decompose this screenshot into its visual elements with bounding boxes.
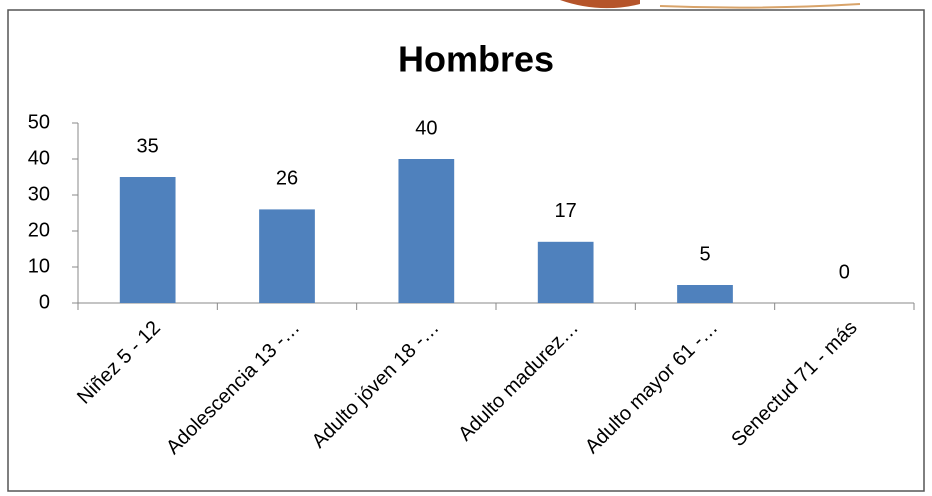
data-label: 17 [555,200,577,222]
data-label: 40 [415,117,437,139]
data-label: 35 [137,135,159,157]
y-tick-label: 10 [28,255,50,277]
bar [398,159,455,303]
data-label: 26 [276,168,298,190]
chart-title: Hombres [398,39,554,80]
bar [537,241,594,303]
y-tick-label: 30 [28,183,50,205]
decoration-line [659,3,861,9]
y-tick-label: 40 [28,147,50,169]
decoration-shape [560,0,640,9]
data-label: 5 [699,243,710,265]
bar [259,209,315,303]
decoration [560,0,861,9]
y-tick-label: 50 [28,111,50,133]
data-label: 0 [839,261,850,283]
y-tick-label: 0 [39,291,50,313]
bar [677,285,733,303]
y-tick-label: 20 [28,219,50,241]
bar [119,177,176,303]
